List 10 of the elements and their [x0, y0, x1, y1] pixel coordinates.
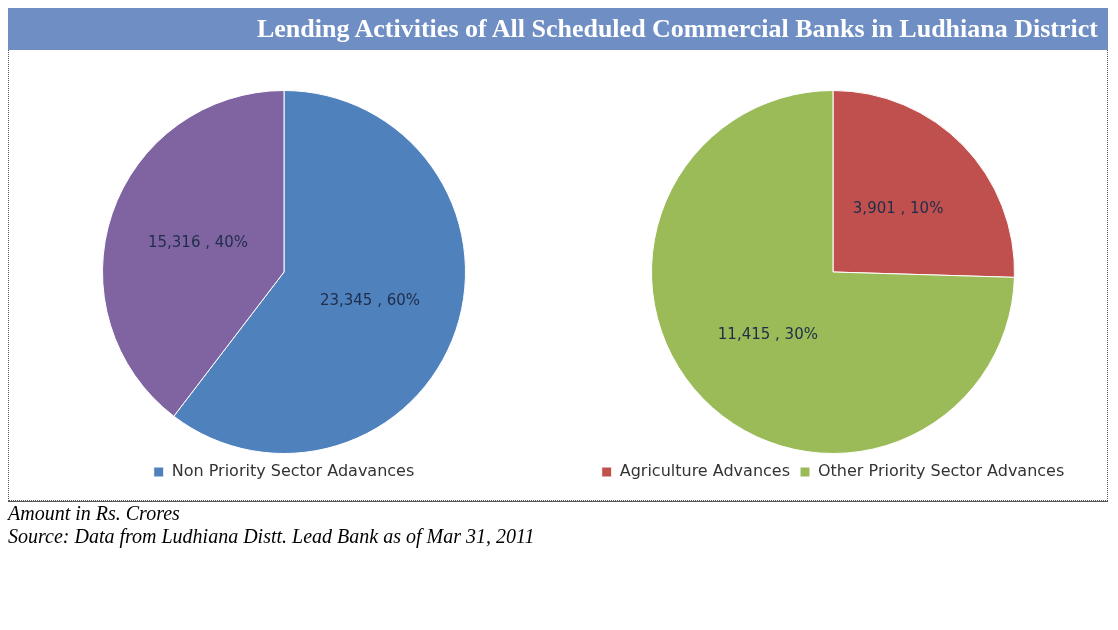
data-label: 11,415 , 30% — [717, 325, 818, 344]
source-note: Source: Data from Ludhiana Distt. Lead Bank as of Mar 31, 2011 — [8, 525, 536, 548]
text: Amount in Rs. Crores — [8, 501, 1108, 525]
data-label: 23,345 , 60% — [319, 290, 420, 309]
legend-label: Agriculture Advances — [619, 461, 790, 481]
legend-label: Other Priority Sector Advances — [817, 461, 1064, 481]
text: Lending Activities of All Scheduled Commercial Banks in Ludhiana District — [8, 8, 1108, 50]
data-label: 15,316 , 40% — [147, 232, 248, 251]
data-label: 3,901 , 10% — [852, 198, 943, 217]
legend-label: Non Priority Sector Adavances — [171, 461, 414, 481]
